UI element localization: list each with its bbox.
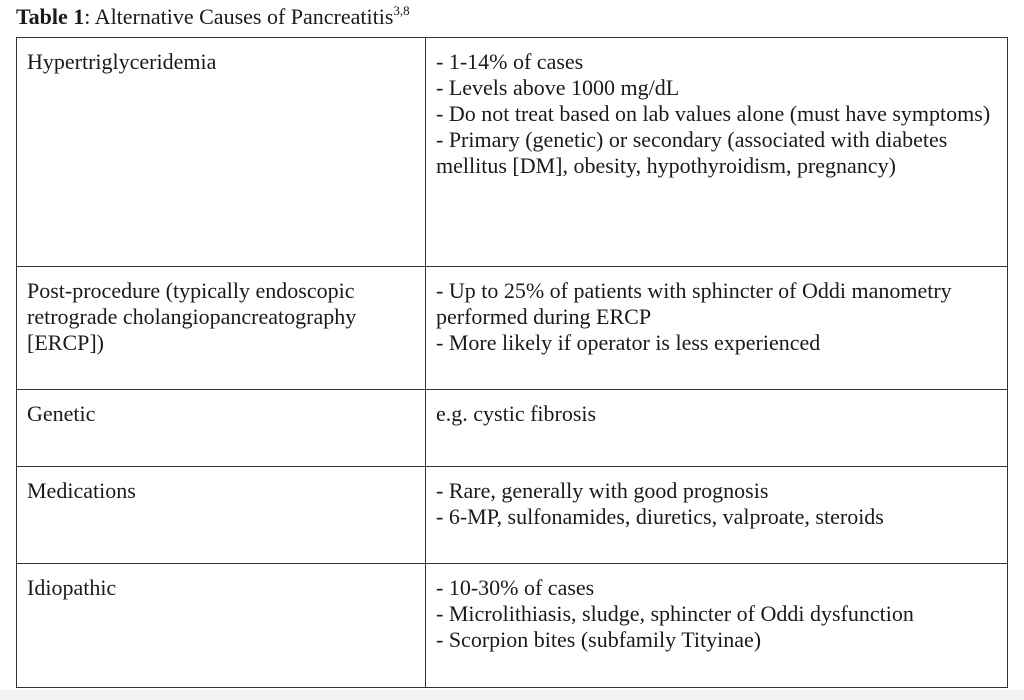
detail-line: e.g. cystic fibrosis [436,401,597,426]
details-cell: - Up to 25% of patients with sphincter o… [425,266,1008,390]
detail-line: - Primary (genetic) or secondary (associ… [436,127,948,178]
table-row: Hypertriglyceridemia - 1-14% of cases - Le… [16,37,1008,267]
citation-superscript: 3,8 [393,3,410,18]
detail-line: - Do not treat based on lab values alone… [436,101,991,126]
detail-line: - Levels above 1000 mg/dL [436,75,680,100]
detail-line: - Rare, generally with good prognosis [436,478,769,503]
table-label: Table 1 [16,4,85,29]
table-title: : Alternative Causes of Pancreatitis [84,4,394,29]
table-row: Medications - Rare, generally with good p… [16,466,1008,564]
causes-table: Hypertriglyceridemia - 1-14% of cases - Le… [16,37,1008,688]
details-cell: - 1-14% of cases - Levels above 1000 mg/d… [425,37,1008,267]
detail-line: - Scorpion bites (subfamily Tityinae) [436,627,762,652]
cause-cell: Hypertriglyceridemia [16,37,426,267]
details-cell: e.g. cystic fibrosis [425,389,1008,467]
detail-line: - More likely if operator is less experi… [436,330,821,355]
detail-line: - 10-30% of cases [436,575,595,600]
detail-line: - Up to 25% of patients with sphincter o… [436,278,952,329]
cause-cell: Post-procedure (typically endoscopic ret… [16,266,426,390]
detail-line: - 1-14% of cases [436,49,584,74]
cause-cell: Idiopathic [16,563,426,688]
table-row: Idiopathic - 10-30% of cases - Microlithia… [16,563,1008,688]
details-cell: - 10-30% of cases - Microlithiasis, sludg… [425,563,1008,688]
detail-line: - 6-MP, sulfonamides, diuretics, valproa… [436,504,884,529]
detail-line: - Microlithiasis, sludge, sphincter of O… [436,601,914,626]
table-row: Post-procedure (typically endoscopic ret… [16,266,1008,390]
cause-cell: Genetic [16,389,426,467]
table-caption: Table 1: Alternative Causes of Pancreati… [16,4,410,30]
table-row: Genetic e.g. cystic fibrosis [16,389,1008,467]
cause-cell: Medications [16,466,426,564]
details-cell: - Rare, generally with good prognosis - 6… [425,466,1008,564]
